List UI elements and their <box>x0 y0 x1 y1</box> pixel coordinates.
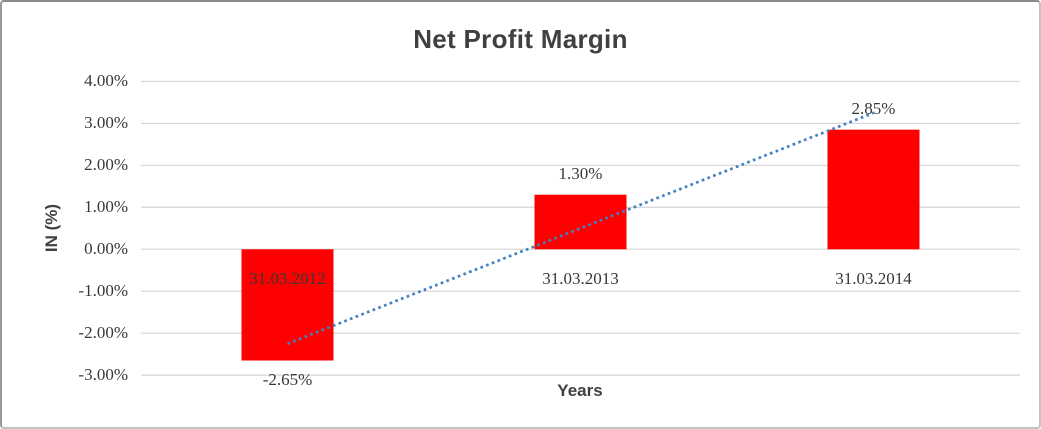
bar <box>827 129 920 250</box>
y-tick-label: 3.00% <box>84 113 128 133</box>
y-tick-label: 0.00% <box>84 239 128 259</box>
trendline <box>287 111 874 345</box>
x-axis-title: Years <box>557 381 603 400</box>
y-tick-label: 4.00% <box>84 71 128 91</box>
category-label: 31.03.2013 <box>542 269 619 289</box>
value-label: 1.30% <box>558 163 603 183</box>
y-tick-label: 1.00% <box>84 197 128 217</box>
value-label: 2.85% <box>851 98 896 118</box>
y-tick-label: -3.00% <box>78 365 128 385</box>
bar <box>534 194 627 250</box>
y-tick-label: 2.00% <box>84 155 128 175</box>
category-label: 31.03.2014 <box>835 269 912 289</box>
chart-title: Net Profit Margin <box>413 24 628 54</box>
bar <box>241 249 334 361</box>
value-label: -2.65% <box>262 369 313 389</box>
y-tick-label: -1.00% <box>78 281 128 301</box>
y-tick-label: -2.00% <box>78 323 128 343</box>
category-label: 31.03.2012 <box>249 269 326 289</box>
